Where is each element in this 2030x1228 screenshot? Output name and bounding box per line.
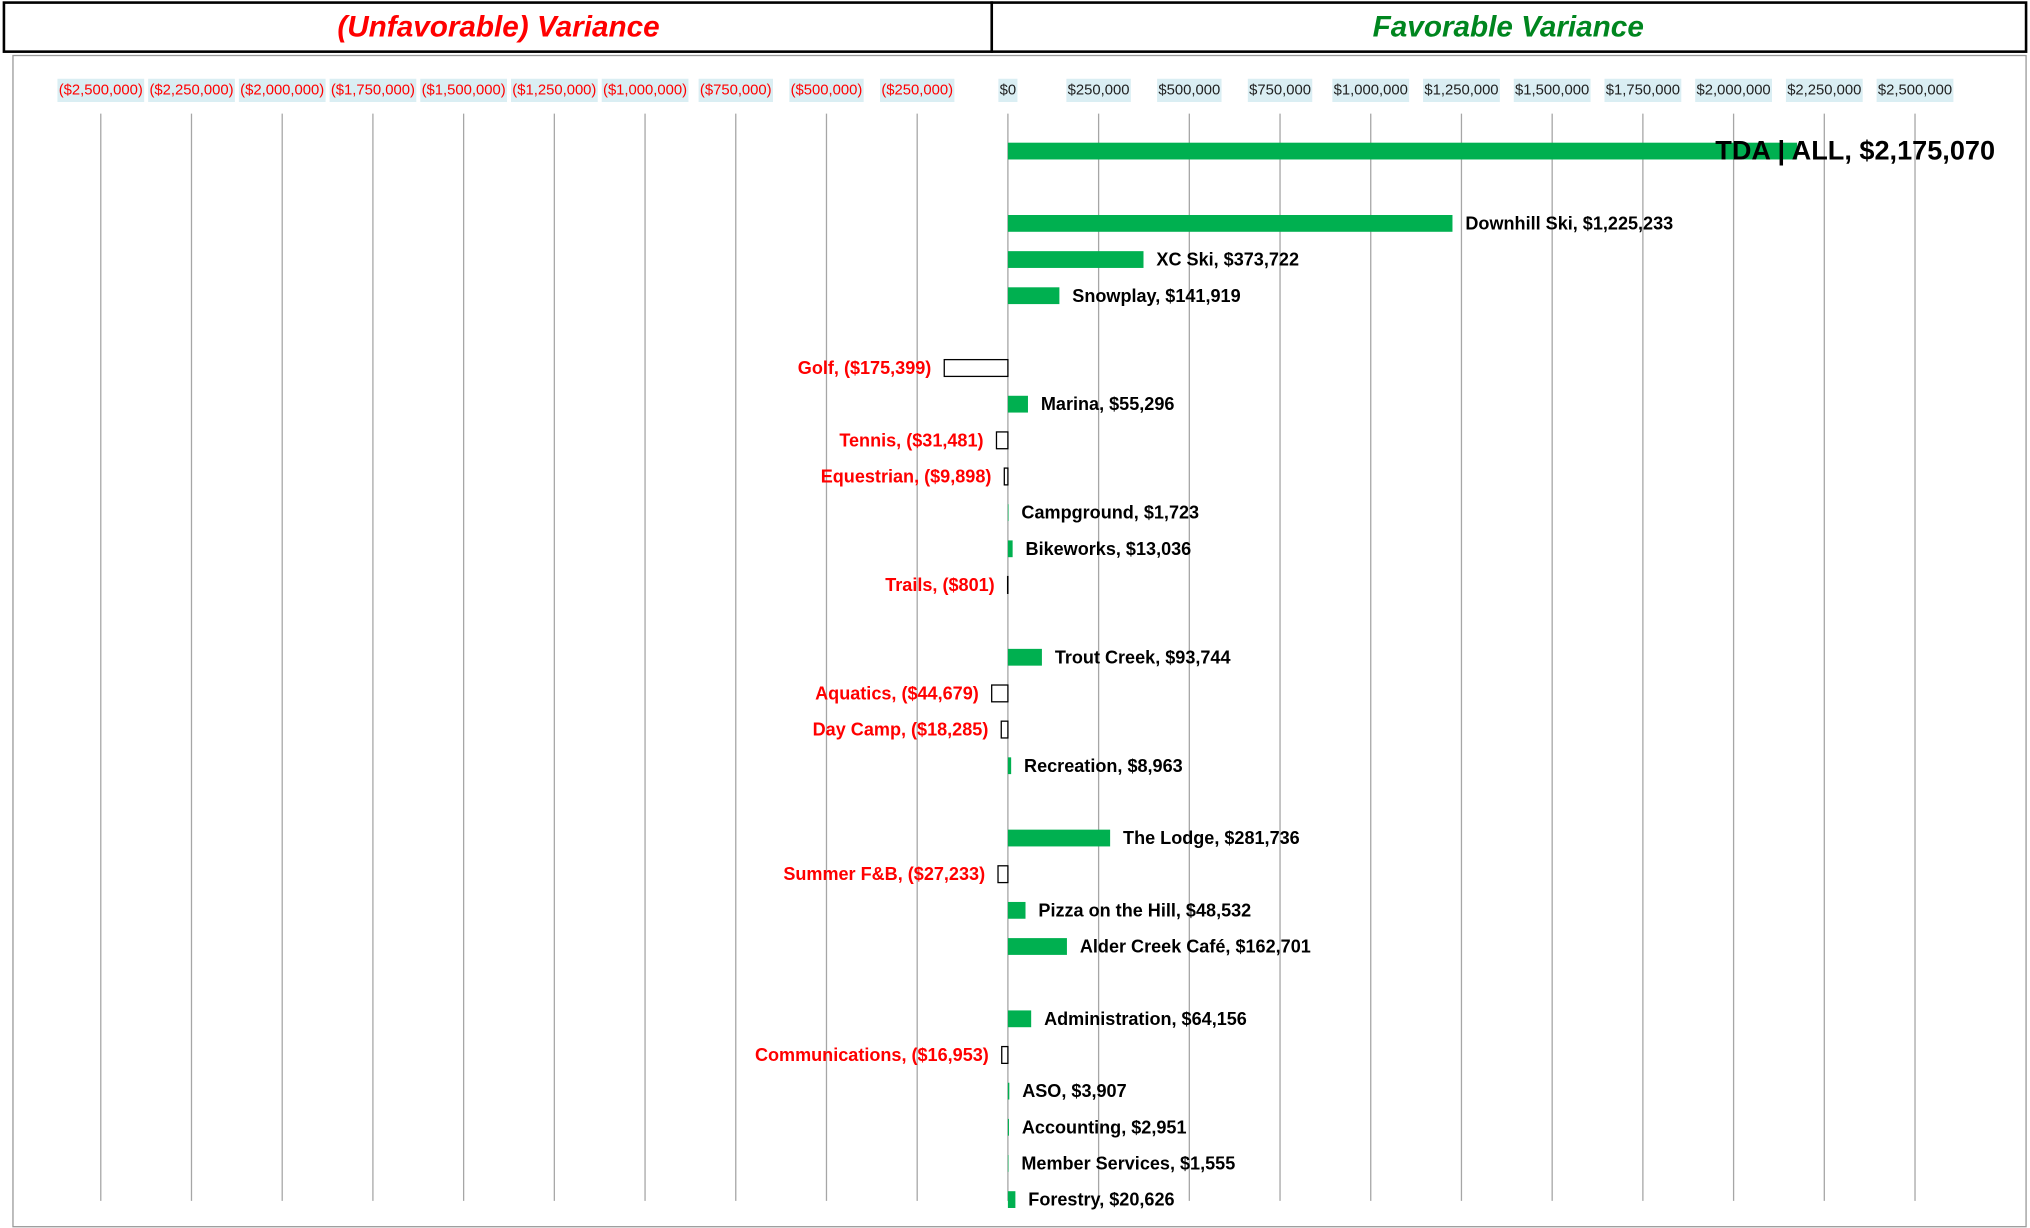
x-tick-label-bg <box>420 78 508 103</box>
x-tick-label-bg <box>511 78 598 103</box>
x-tick-label: ($1,000,000) <box>603 82 687 98</box>
header-left: (Unfavorable) Variance <box>337 10 659 43</box>
x-tick-label: $0 <box>1000 82 1016 98</box>
bar <box>1007 1118 1009 1136</box>
data-label: TDA | ALL, $2,175,070 <box>1715 135 1995 166</box>
x-tick-label: $1,250,000 <box>1424 82 1498 98</box>
data-label: Recreation, $8,963 <box>1024 756 1183 776</box>
plot-border <box>12 54 2027 1228</box>
x-tick-label-bg <box>1247 78 1313 103</box>
x-tick-label-bg <box>1695 78 1772 103</box>
x-tick-label-bg <box>601 78 689 103</box>
bar <box>1007 142 1798 160</box>
x-tick-label-bg <box>789 78 864 103</box>
x-tick-label-bg <box>57 78 145 103</box>
x-tick-label: $250,000 <box>1068 82 1130 98</box>
data-label: Downhill Ski, $1,225,233 <box>1465 213 1673 233</box>
bar <box>1007 251 1144 268</box>
data-label: Forestry, $20,626 <box>1028 1190 1174 1210</box>
data-label: Accounting, $2,951 <box>1022 1117 1187 1137</box>
header-right: Favorable Variance <box>1373 10 1644 43</box>
bar <box>995 431 1009 450</box>
x-tick-label: $2,250,000 <box>1787 82 1861 98</box>
bar <box>1007 1191 1016 1208</box>
bar <box>1001 1045 1009 1065</box>
data-label: Snowplay, $141,919 <box>1072 286 1240 306</box>
bar <box>1000 720 1009 739</box>
x-tick-label: ($1,250,000) <box>512 82 596 98</box>
x-tick-label-bg <box>1876 78 1954 103</box>
data-label: Administration, $64,156 <box>1044 1009 1247 1029</box>
x-tick-label: $2,000,000 <box>1696 82 1770 98</box>
x-tick-label-bg <box>998 78 1018 103</box>
x-tick-label: $750,000 <box>1249 82 1311 98</box>
x-tick-label: ($750,000) <box>700 82 772 98</box>
data-label: Pizza on the Hill, $48,532 <box>1038 900 1251 920</box>
x-tick-label-bg <box>1423 78 1500 103</box>
bar <box>1007 504 1009 522</box>
x-tick-label: ($250,000) <box>881 82 953 98</box>
x-tick-label: $500,000 <box>1158 82 1220 98</box>
header-right-box <box>990 1 2028 53</box>
x-tick-label: ($2,250,000) <box>149 82 233 98</box>
data-label: Summer F&B, ($27,233) <box>783 864 985 884</box>
data-label: Trout Creek, $93,744 <box>1055 647 1231 667</box>
bar <box>1007 1010 1032 1028</box>
data-label: XC Ski, $373,722 <box>1156 250 1299 270</box>
bar <box>997 865 1009 884</box>
bar <box>1007 829 1111 847</box>
x-tick-label-bg <box>1513 78 1591 103</box>
bar <box>1007 287 1060 305</box>
data-label: Member Services, $1,555 <box>1021 1153 1235 1173</box>
header-left-box <box>2 1 994 53</box>
x-tick-label: $1,500,000 <box>1515 82 1589 98</box>
bar <box>1007 214 1453 232</box>
x-tick-label-bg <box>698 78 773 103</box>
x-tick-label-bg <box>1332 78 1410 103</box>
data-label: ASO, $3,907 <box>1022 1081 1126 1101</box>
data-label: Campground, $1,723 <box>1021 503 1199 523</box>
x-tick-label-bg <box>1066 78 1131 103</box>
data-label: Alder Creek Café, $162,701 <box>1080 937 1311 957</box>
x-tick-label-bg <box>148 78 235 103</box>
bar <box>943 358 1009 378</box>
data-label: Bikeworks, $13,036 <box>1026 539 1192 559</box>
x-tick-label: ($1,750,000) <box>331 82 415 98</box>
data-label: Trails, ($801) <box>885 575 994 595</box>
x-tick-label: ($500,000) <box>791 82 863 98</box>
bar <box>1007 757 1012 775</box>
x-tick-label: ($1,500,000) <box>422 82 506 98</box>
bar <box>1003 467 1009 486</box>
bar <box>1007 1155 1009 1172</box>
bar <box>1007 938 1067 955</box>
data-label: Day Camp, ($18,285) <box>813 720 989 740</box>
bar <box>1007 648 1042 666</box>
bar <box>1007 901 1026 919</box>
bar <box>1007 540 1013 558</box>
bar <box>991 684 1009 703</box>
x-tick-label: $2,500,000 <box>1878 82 1952 98</box>
x-tick-label-bg <box>880 78 955 103</box>
data-label: Equestrian, ($9,898) <box>821 467 992 487</box>
x-tick-label-bg <box>329 78 417 103</box>
data-label: The Lodge, $281,736 <box>1123 828 1300 848</box>
x-tick-label: ($2,000,000) <box>240 82 324 98</box>
bar <box>1007 395 1028 413</box>
data-label: Tennis, ($31,481) <box>839 430 983 450</box>
bar <box>1007 1082 1010 1100</box>
data-label: Aquatics, ($44,679) <box>815 683 979 703</box>
data-label: Communications, ($16,953) <box>755 1045 989 1065</box>
x-tick-label-bg <box>1157 78 1222 103</box>
x-tick-label: ($2,500,000) <box>59 82 143 98</box>
data-label: Golf, ($175,399) <box>798 358 932 378</box>
data-label: Marina, $55,296 <box>1041 394 1175 414</box>
x-tick-label-bg <box>1604 78 1682 103</box>
x-tick-label-bg <box>1785 78 1863 103</box>
x-tick-label: $1,000,000 <box>1334 82 1408 98</box>
x-tick-label-bg <box>238 78 326 103</box>
x-tick-label: $1,750,000 <box>1606 82 1680 98</box>
